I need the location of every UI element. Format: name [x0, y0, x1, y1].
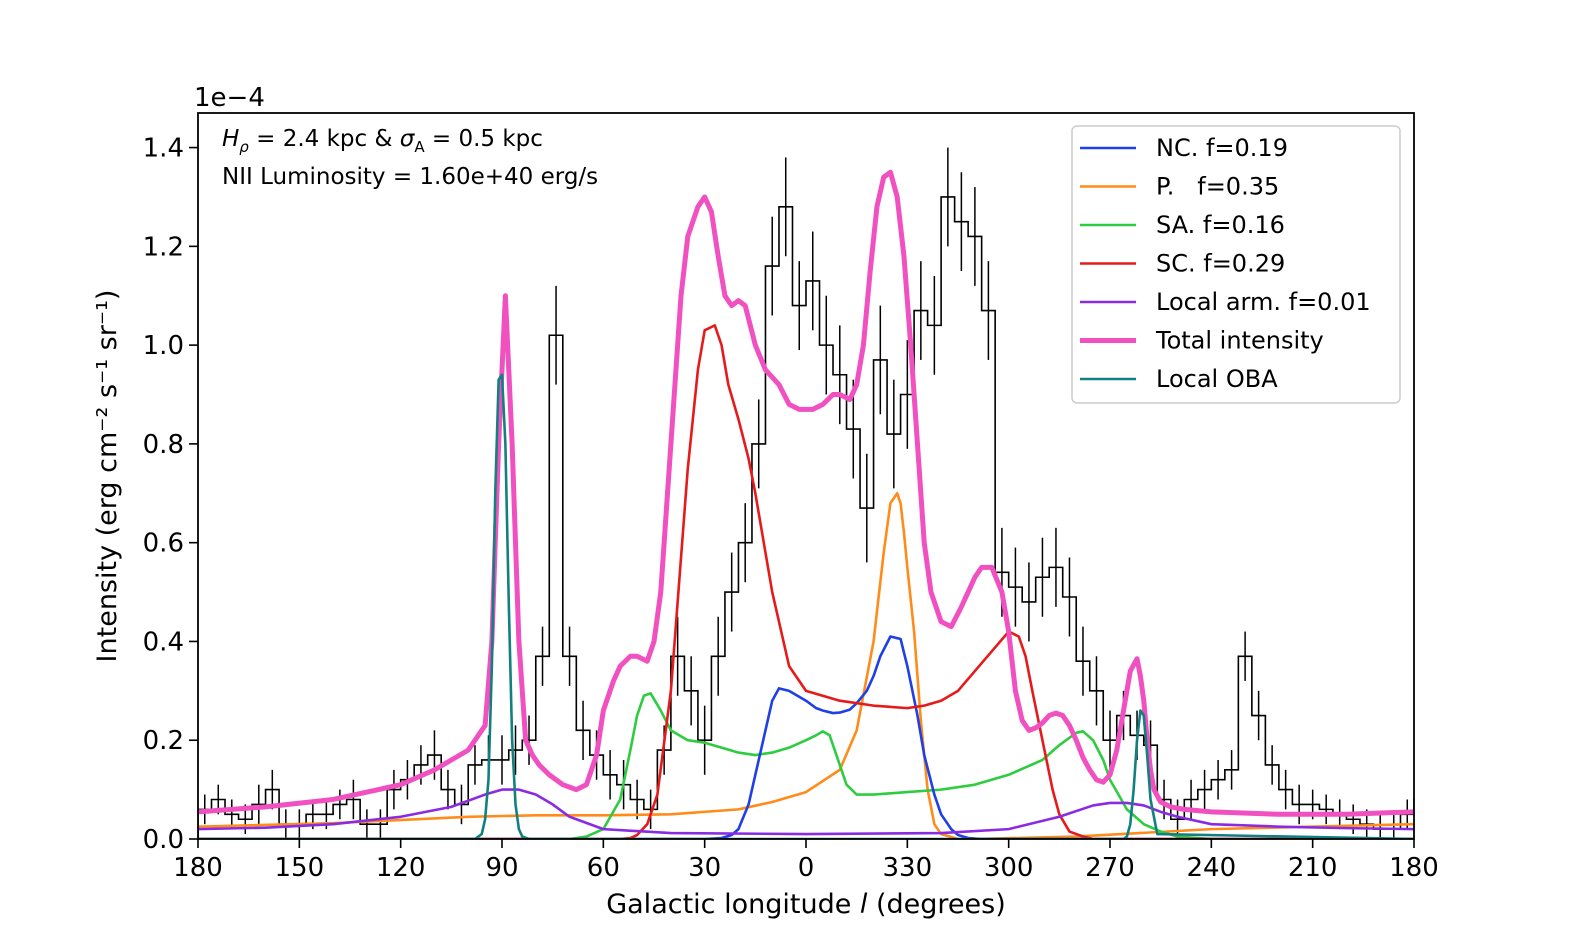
legend-label: Total intensity	[1155, 327, 1324, 355]
annotation-scale-heights: Hρ = 2.4 kpc & σA = 0.5 kpc	[222, 126, 543, 156]
y-axis-label: Intensity (erg cm⁻² s⁻¹ sr⁻¹)	[92, 290, 123, 663]
x-tick-label: 240	[1187, 853, 1237, 883]
legend: NC. f=0.19 P. f=0.35 SA. f=0.16 SC. f=0.29 L…	[1071, 125, 1401, 404]
series-line-sa	[198, 692, 1414, 839]
x-axis-label: Galactic longitude l (degrees)	[606, 889, 1006, 920]
y-tick-label: 1.4	[143, 134, 184, 164]
legend-label: Local arm. f=0.01	[1156, 288, 1371, 316]
series-line-local-arm	[198, 788, 1414, 836]
series-layer	[198, 169, 1414, 839]
legend-box	[1071, 125, 1401, 404]
y-tick-label: 0.2	[143, 726, 184, 756]
legend-label: NC. f=0.19	[1156, 134, 1288, 162]
x-tick-label: 90	[485, 853, 518, 883]
x-tick-label: 0	[798, 853, 815, 883]
series-line-sc	[198, 324, 1414, 839]
series-line-total-intensity	[198, 169, 1414, 817]
legend-label: P. f=0.35	[1156, 173, 1279, 201]
x-tick-label: 330	[883, 853, 933, 883]
x-tick-label: 120	[376, 853, 426, 883]
y-tick-label: 1.0	[143, 331, 184, 361]
x-tick-label: 300	[984, 853, 1034, 883]
x-tick-label: 270	[1085, 853, 1135, 883]
histogram-steps	[198, 196, 1414, 839]
y-offset-text: 1e−4	[194, 83, 265, 113]
y-tick-label: 0.4	[143, 627, 184, 657]
ticks-layer: 180 150 120 90 60 30 0 330 300 270 240 210 1800.00.2…	[143, 134, 1439, 883]
x-tick-label: 210	[1288, 853, 1338, 883]
series-line-local-oba	[198, 373, 1414, 839]
x-tick-label: 150	[275, 853, 325, 883]
legend-label: SA. f=0.16	[1156, 211, 1285, 239]
legend-label: Local OBA	[1156, 365, 1278, 393]
series-line-p	[198, 491, 1414, 839]
y-tick-label: 0.6	[143, 529, 184, 559]
x-tick-label: 180	[1389, 853, 1439, 883]
x-tick-label: 180	[173, 853, 223, 883]
y-tick-label: 1.2	[143, 232, 184, 262]
y-tick-label: 0.0	[143, 825, 184, 855]
legend-label: SC. f=0.29	[1156, 250, 1285, 278]
annotation-luminosity: NII Luminosity = 1.60e+40 erg/s	[222, 164, 598, 190]
x-tick-label: 60	[587, 853, 620, 883]
x-tick-label: 30	[688, 853, 721, 883]
y-tick-label: 0.8	[143, 430, 184, 460]
